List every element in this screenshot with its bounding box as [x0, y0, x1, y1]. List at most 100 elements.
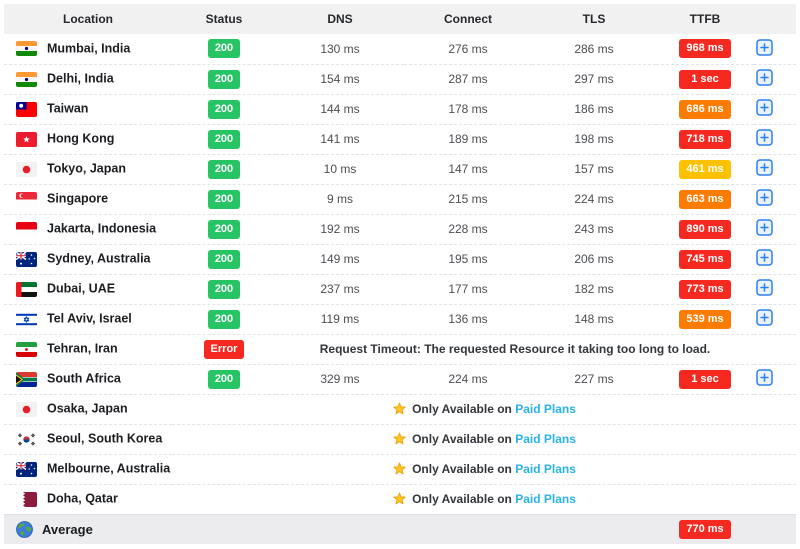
status-badge: 200: [207, 99, 241, 119]
average-ttfb-cell: 770 ms: [656, 513, 754, 544]
location-cell: Seoul, South Korea: [4, 424, 172, 455]
location-cell: Dubai, UAE: [4, 274, 172, 305]
location-label: Tel Aviv, Israel: [47, 312, 132, 327]
flag-icon-za: [16, 371, 37, 387]
column-header-ttfb: TTFB: [656, 4, 754, 34]
ttfb-cell: 663 ms: [656, 184, 754, 215]
paid-plans-link[interactable]: Paid Plans: [515, 432, 576, 446]
plus-square-icon: [755, 159, 773, 179]
paid-prefix: Only Available on: [412, 402, 516, 416]
location-cell: Osaka, Japan: [4, 394, 172, 425]
status-cell: 200: [172, 244, 276, 275]
ttfb-cell: 461 ms: [656, 154, 754, 185]
tls-value: 224 ms: [532, 184, 656, 215]
expand-button[interactable]: [755, 159, 773, 179]
expand-button[interactable]: [755, 189, 773, 206]
table-row: Melbourne, Australia Only Available on Pa…: [4, 454, 796, 485]
average-label: Average: [42, 521, 93, 537]
ttfb-badge: 773 ms: [679, 279, 731, 299]
location-label: Jakarta, Indonesia: [47, 222, 157, 237]
column-header-dns: DNS: [276, 4, 404, 34]
column-header-expand: [754, 4, 796, 34]
tls-value: 243 ms: [532, 214, 656, 245]
expand-button[interactable]: [755, 219, 773, 236]
table-row: Sydney, Australia 200 149 ms 195 ms 206 ms 74…: [4, 244, 796, 275]
expand-button[interactable]: [755, 369, 773, 386]
ttfb-cell: 539 ms: [656, 304, 754, 335]
paid-plans-link[interactable]: Paid Plans: [515, 402, 576, 416]
average-label-cell: Average: [4, 513, 656, 544]
paid-plans-link[interactable]: Paid Plans: [515, 492, 576, 506]
plus-square-icon: [755, 39, 773, 59]
table-row: Doha, Qatar Only Available on Paid Plans: [4, 484, 796, 515]
table-row: Taiwan 200 144 ms 178 ms 186 ms 686 ms: [4, 94, 796, 125]
expand-button[interactable]: [755, 249, 773, 266]
column-header-connect: Connect: [404, 4, 532, 34]
location-cell: Tehran, Iran: [4, 334, 172, 365]
connect-value: 215 ms: [404, 184, 532, 215]
status-badge: 200: [207, 219, 241, 239]
connect-value: 147 ms: [404, 154, 532, 185]
header-row: Location Status DNS Connect TLS TTFB: [4, 4, 796, 34]
expand-button[interactable]: [755, 99, 773, 119]
status-badge: 200: [207, 369, 241, 389]
location-cell: Sydney, Australia: [4, 244, 172, 275]
status-badge: 200: [207, 69, 241, 89]
flag-icon-sg: [16, 191, 37, 207]
expand-button[interactable]: [755, 129, 773, 146]
status-cell: 200: [172, 154, 276, 185]
dns-value: 237 ms: [276, 274, 404, 305]
location-cell: Singapore: [4, 184, 172, 215]
location-label: Seoul, South Korea: [47, 432, 163, 447]
ttfb-badge: 718 ms: [679, 129, 731, 149]
connect-value: 189 ms: [404, 124, 532, 155]
flag-icon-ir: [16, 341, 37, 357]
tls-value: 227 ms: [532, 364, 656, 395]
star-icon: [392, 432, 407, 446]
status-cell: 200: [172, 214, 276, 245]
tls-value: 206 ms: [532, 244, 656, 275]
expand-cell: [754, 513, 796, 544]
status-cell: 200: [172, 184, 276, 215]
expand-button[interactable]: [755, 69, 773, 86]
location-cell: Mumbai, India: [4, 34, 172, 65]
flag-icon-in: [16, 71, 37, 87]
flag-icon-in: [16, 41, 37, 57]
dns-value: 154 ms: [276, 64, 404, 95]
flag-icon-jp: [16, 401, 37, 417]
table-row: Hong Kong 200 141 ms 189 ms 198 ms 718 ms: [4, 124, 796, 155]
expand-button[interactable]: [755, 279, 773, 296]
error-message: Request Timeout: The requested Resource …: [276, 334, 754, 365]
plus-square-icon: [755, 99, 773, 119]
expand-button[interactable]: [755, 309, 773, 329]
ttfb-cell: 890 ms: [656, 214, 754, 245]
ttfb-cell: 1 sec: [656, 364, 754, 395]
tls-value: 182 ms: [532, 274, 656, 305]
connect-value: 178 ms: [404, 94, 532, 125]
tls-value: 198 ms: [532, 124, 656, 155]
dns-value: 141 ms: [276, 124, 404, 155]
location-label: Sydney, Australia: [47, 252, 151, 267]
status-badge: Error: [203, 339, 245, 359]
ttfb-cell: 718 ms: [656, 124, 754, 155]
connect-value: 228 ms: [404, 214, 532, 245]
paid-prefix: Only Available on: [412, 432, 516, 446]
column-header-location: Location: [4, 4, 172, 34]
paid-plans-link[interactable]: Paid Plans: [515, 462, 576, 476]
flag-icon-tw: [16, 101, 37, 117]
table-row: Mumbai, India 200 130 ms 276 ms 286 ms 968 ms: [4, 34, 796, 65]
status-badge: 200: [207, 39, 241, 59]
ttfb-cell: 1 sec: [656, 64, 754, 95]
table-header: Location Status DNS Connect TLS TTFB: [4, 4, 796, 34]
expand-cell: [754, 64, 796, 95]
connect-value: 276 ms: [404, 34, 532, 65]
ttfb-badge: 968 ms: [679, 39, 731, 59]
expand-button[interactable]: [755, 39, 773, 59]
ttfb-badge: 663 ms: [679, 189, 731, 209]
flag-icon-hk: [16, 131, 37, 147]
ttfb-badge: 745 ms: [679, 249, 731, 269]
average-row: Average 770 ms: [4, 513, 796, 544]
paid-note: Only Available on Paid Plans: [172, 484, 796, 515]
plus-square-icon: [755, 309, 773, 329]
connect-value: 136 ms: [404, 304, 532, 335]
